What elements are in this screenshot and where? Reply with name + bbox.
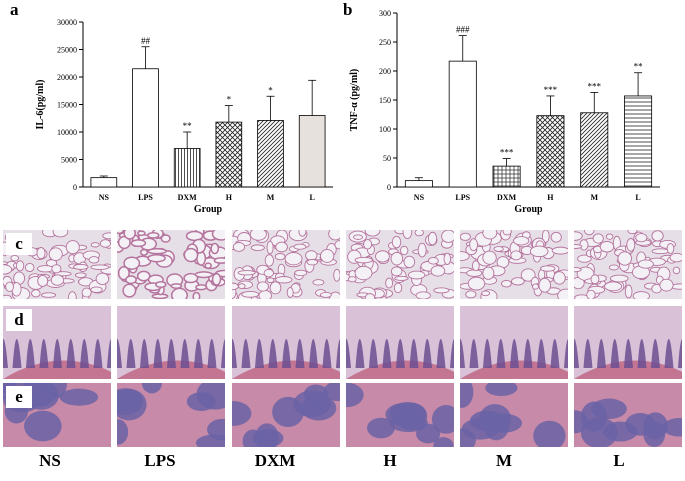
x-tick-label: LPS bbox=[138, 193, 153, 202]
y-tick-label: 10000 bbox=[57, 128, 77, 137]
micrograph bbox=[574, 230, 682, 299]
lymph-section-lps bbox=[117, 383, 225, 447]
bar bbox=[448, 60, 477, 188]
bar bbox=[492, 165, 521, 188]
micrograph bbox=[574, 383, 682, 447]
micrograph bbox=[117, 230, 225, 299]
y-axis-title: TNF-α (pg/ml) bbox=[349, 69, 360, 132]
micrograph bbox=[460, 383, 568, 447]
bar bbox=[298, 115, 326, 188]
x-tick-label: M bbox=[267, 193, 275, 202]
intestine-section-l bbox=[574, 306, 682, 379]
micrograph bbox=[574, 306, 682, 379]
significance-label: ### bbox=[456, 25, 470, 35]
significance-label: ## bbox=[141, 36, 151, 46]
micrograph bbox=[346, 383, 454, 447]
lung-section-h bbox=[346, 230, 454, 299]
bar bbox=[404, 180, 433, 188]
y-tick-label: 20000 bbox=[57, 73, 77, 82]
x-tick-label: L bbox=[635, 193, 640, 202]
y-tick-label: 25000 bbox=[57, 46, 77, 55]
significance-label: ** bbox=[183, 121, 193, 131]
micrograph bbox=[346, 306, 454, 379]
lung-section-lps bbox=[117, 230, 225, 299]
intestine-section-lps bbox=[117, 306, 225, 379]
x-axis-title: Group bbox=[514, 204, 543, 215]
il6-bar-chart: 050001000015000200002500030000NS##LPS**D… bbox=[35, 18, 333, 215]
lymph-section-m bbox=[460, 383, 568, 447]
y-tick-label: 30000 bbox=[57, 18, 77, 27]
lung-section-ns: c bbox=[3, 230, 111, 299]
bar bbox=[624, 95, 653, 188]
y-tick-label: 100 bbox=[379, 125, 391, 134]
panel-label-c: c bbox=[6, 233, 32, 255]
micrograph bbox=[460, 306, 568, 379]
significance-label: *** bbox=[500, 148, 514, 158]
bar bbox=[580, 112, 609, 188]
intestine-section-ns: d bbox=[3, 306, 111, 379]
x-tick-label: LPS bbox=[455, 193, 470, 202]
y-axis-title: IL-6(pg/ml) bbox=[35, 80, 46, 130]
lung-section-dxm bbox=[232, 230, 340, 299]
y-tick-label: 15000 bbox=[57, 101, 77, 110]
column-label-m: M bbox=[495, 451, 513, 470]
x-tick-label: H bbox=[547, 193, 554, 202]
column-label-h: H bbox=[383, 451, 397, 470]
panel-label-e: e bbox=[6, 386, 32, 408]
y-tick-label: 300 bbox=[379, 9, 391, 18]
panel-label-d: d bbox=[6, 309, 32, 331]
lymph-section-dxm bbox=[232, 383, 340, 447]
x-tick-label: H bbox=[226, 193, 233, 202]
x-axis-title: Group bbox=[194, 204, 223, 215]
x-tick-label: NS bbox=[414, 193, 425, 202]
significance-label: ** bbox=[634, 62, 644, 72]
tnf-bar-chart: 0 50 100 150 200 250 300 NS ### LPS *** DXM *** H *** M… bbox=[349, 9, 660, 215]
intestine-section-m bbox=[460, 306, 568, 379]
lymph-section-ns: e bbox=[3, 383, 111, 447]
micrograph bbox=[232, 306, 340, 379]
lymph-section-l bbox=[574, 383, 682, 447]
panel-label-a: a bbox=[10, 0, 19, 19]
x-tick-label: L bbox=[309, 193, 314, 202]
bar bbox=[90, 177, 118, 188]
column-label-ns: NS bbox=[39, 451, 61, 470]
bar bbox=[536, 115, 565, 188]
x-tick-label: DXM bbox=[497, 193, 517, 202]
y-tick-label: 250 bbox=[379, 38, 391, 47]
y-tick-label: 150 bbox=[379, 96, 391, 105]
bar bbox=[215, 121, 243, 188]
lymph-section-h bbox=[346, 383, 454, 447]
column-label-l: L bbox=[613, 451, 625, 470]
micrograph bbox=[460, 230, 568, 299]
significance-label: *** bbox=[544, 85, 558, 95]
x-tick-label: NS bbox=[99, 193, 110, 202]
y-tick-label: 5000 bbox=[61, 156, 77, 165]
y-tick-label: 200 bbox=[379, 67, 391, 76]
y-tick-label: 0 bbox=[387, 183, 391, 192]
micrograph bbox=[232, 383, 340, 447]
intestine-section-h bbox=[346, 306, 454, 379]
column-label-dxm: DXM bbox=[254, 451, 296, 470]
y-tick-label: 50 bbox=[383, 154, 391, 163]
panel-label-b: b bbox=[343, 0, 353, 19]
micrograph bbox=[117, 306, 225, 379]
micrograph bbox=[232, 230, 340, 299]
significance-label: * bbox=[268, 85, 273, 95]
micrograph bbox=[117, 383, 225, 447]
intestine-section-dxm bbox=[232, 306, 340, 379]
lung-section-l bbox=[574, 230, 682, 299]
x-tick-label: M bbox=[590, 193, 598, 202]
micrograph bbox=[346, 230, 454, 299]
column-label-lps: LPS bbox=[144, 451, 176, 470]
y-tick-label: 0 bbox=[73, 183, 77, 192]
bar bbox=[173, 148, 201, 188]
micrograph bbox=[3, 306, 111, 379]
lung-section-m bbox=[460, 230, 568, 299]
significance-label: * bbox=[227, 95, 232, 105]
bar bbox=[257, 120, 284, 188]
bar bbox=[132, 68, 159, 188]
significance-label: *** bbox=[588, 81, 602, 91]
x-tick-label: DXM bbox=[178, 193, 198, 202]
